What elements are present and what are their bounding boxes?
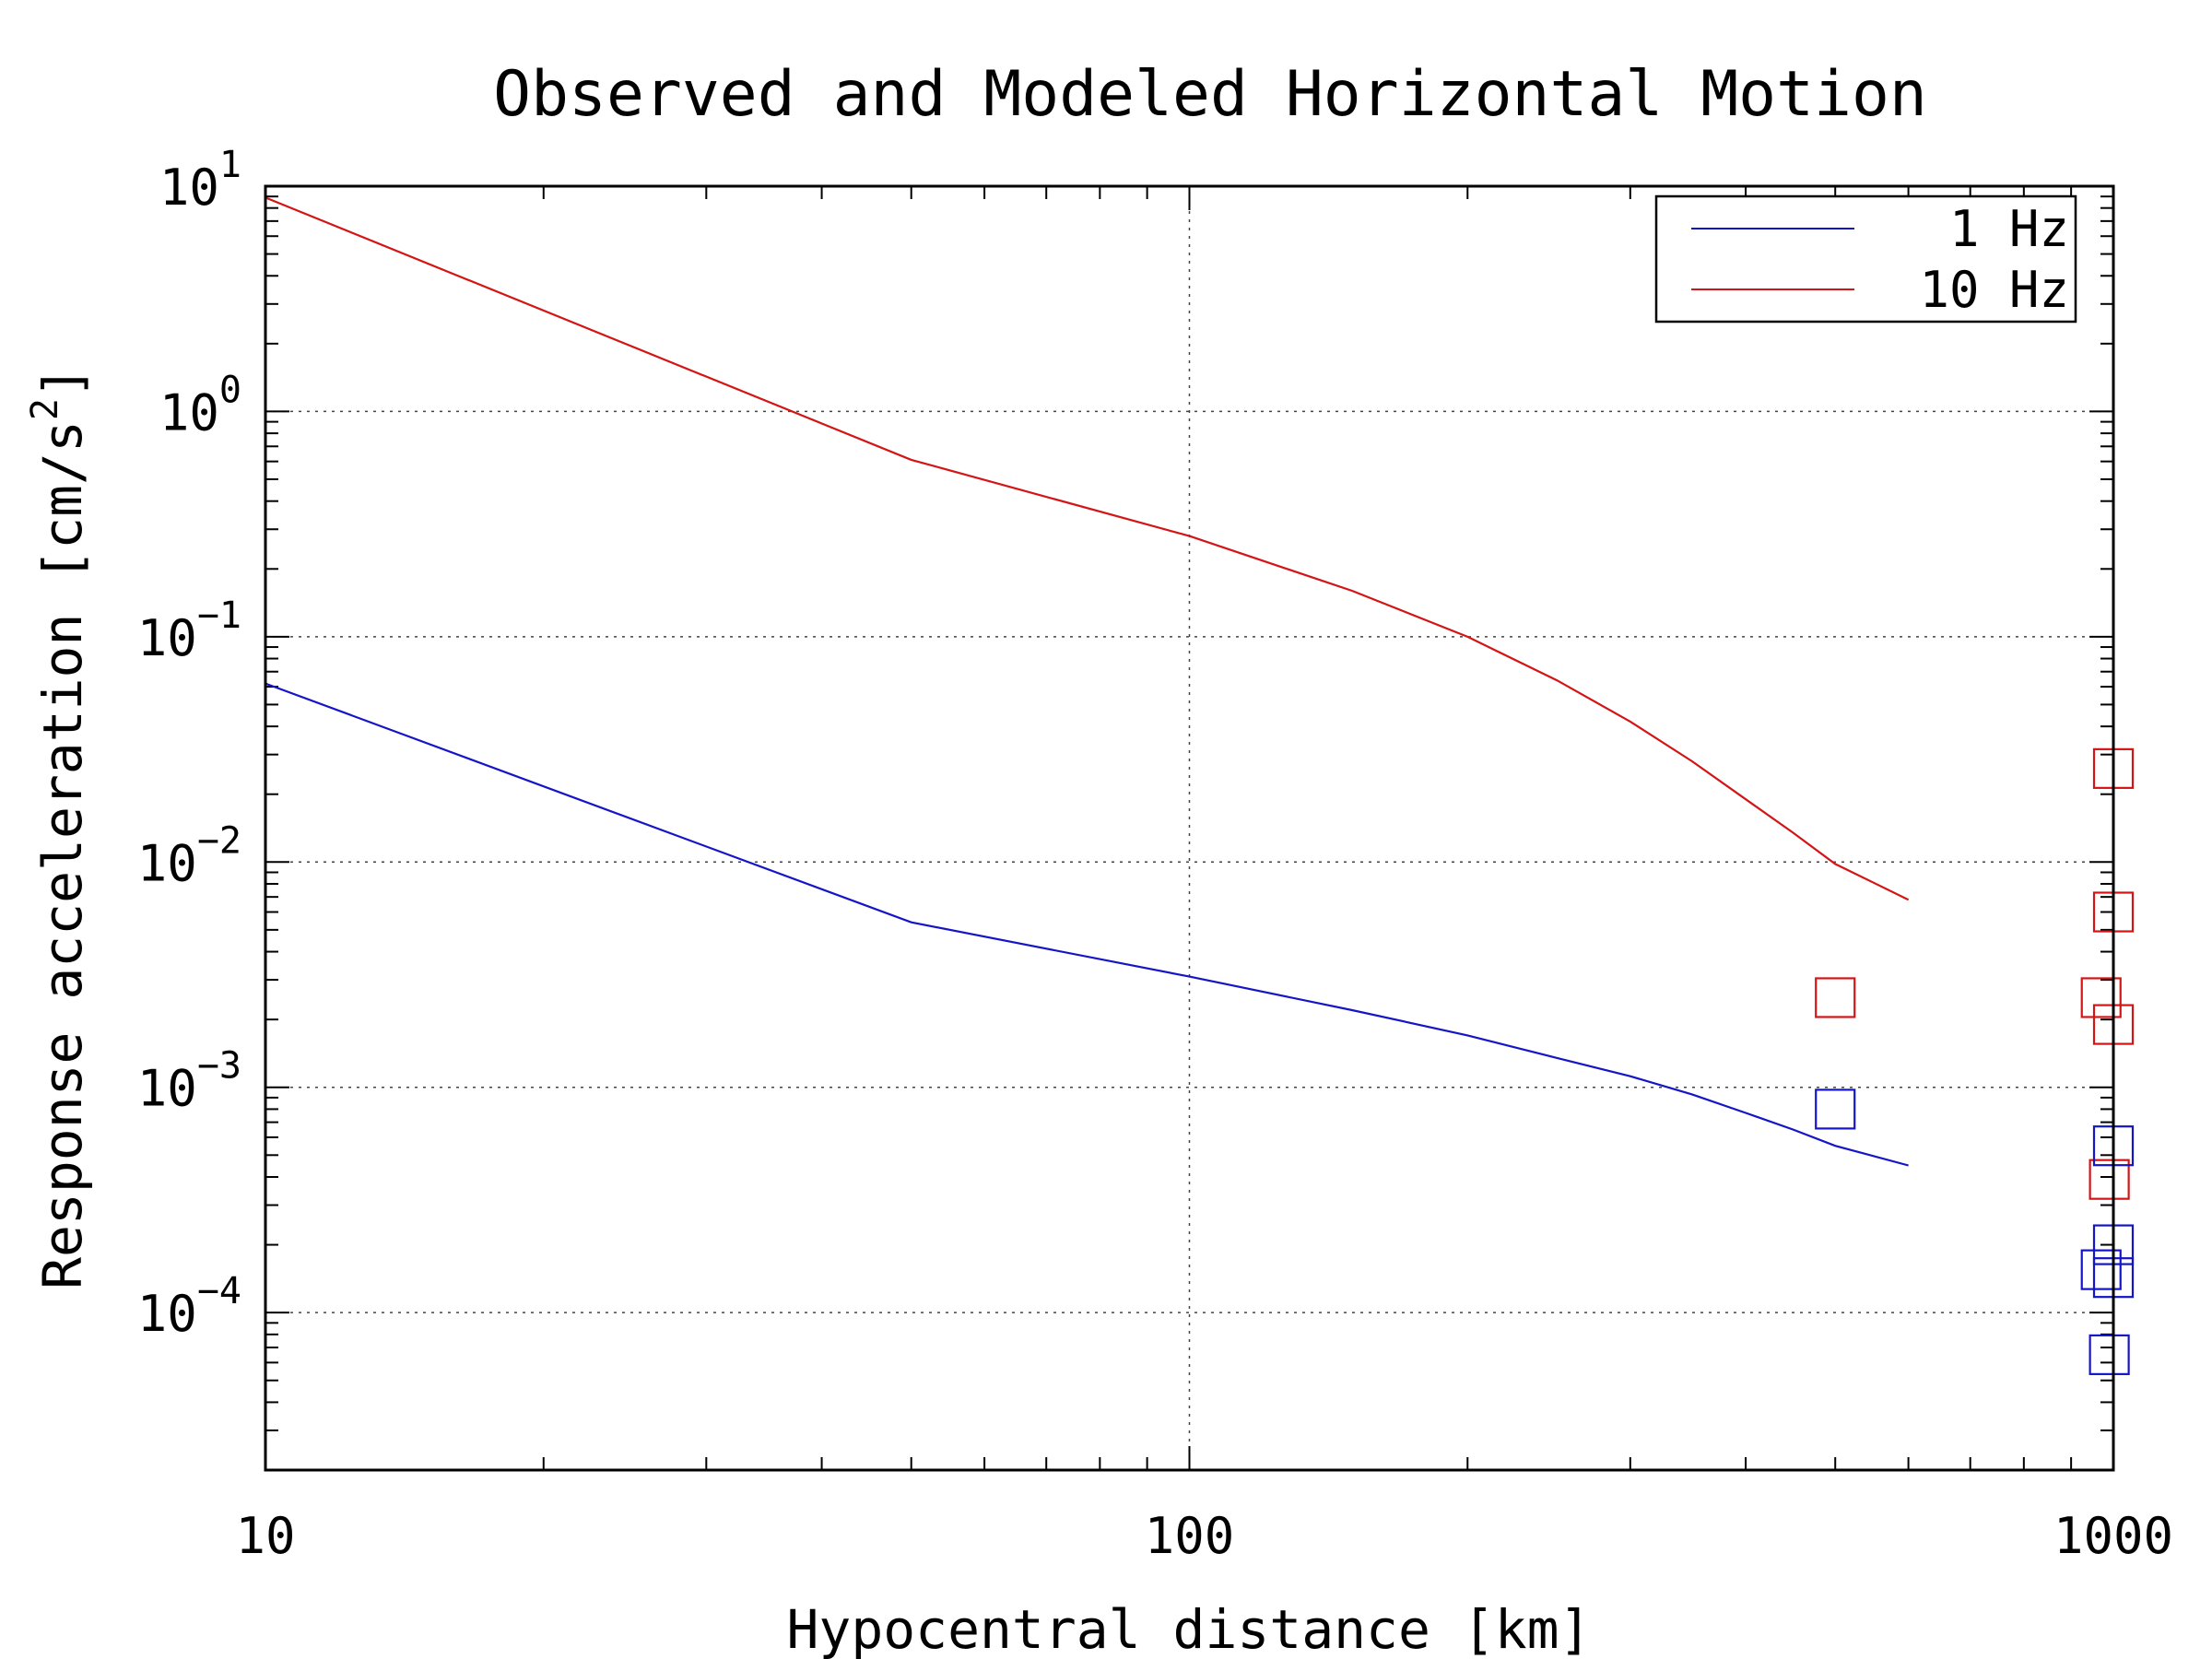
y-tick-label: 101	[159, 144, 241, 217]
y-axis-label-superscript: 2	[24, 398, 66, 420]
grid	[265, 185, 2113, 1470]
y-tick-label: 10−1	[137, 594, 241, 667]
x-tick-label: 1000	[2053, 1507, 2173, 1565]
series-line-1hz	[265, 682, 1909, 1167]
observation-marker-10hz	[2088, 1159, 2130, 1200]
y-tick-exponent: −2	[197, 819, 241, 862]
y-tick-label: 10−3	[137, 1045, 241, 1118]
legend-box	[1654, 194, 2077, 324]
y-tick-label: 10−4	[137, 1270, 241, 1343]
legend: 1 Hz 10 Hz	[1654, 194, 2077, 324]
y-tick-base: 10	[137, 609, 197, 667]
legend-label-10hz: 10 Hz	[1919, 261, 2069, 319]
y-axis-label-main: Response acceleration [cm/s	[31, 420, 94, 1289]
chart-title: Observed and Modeled Horizontal Motion	[493, 58, 1927, 131]
y-tick-base: 10	[137, 1285, 197, 1343]
y-tick-label: 10−2	[137, 819, 241, 892]
y-tick-label: 100	[159, 369, 241, 441]
y-axis-label-end: ]	[31, 366, 94, 398]
x-tick-label: 100	[1145, 1507, 1235, 1565]
y-tick-exponent: 1	[219, 144, 241, 186]
observation-marker-10hz	[1815, 977, 1856, 1018]
y-tick-exponent: 0	[219, 369, 241, 411]
y-axis-label: Response acceleration [cm/s2]	[24, 366, 94, 1289]
y-tick-exponent: −1	[197, 594, 241, 637]
observation-marker-1hz	[2080, 1249, 2122, 1290]
observation-marker-1hz	[1815, 1088, 1856, 1130]
observation-marker-10hz	[2080, 977, 2122, 1018]
x-axis-label: Hypocentral distance [km]	[787, 1598, 1592, 1659]
series-line-10hz	[265, 196, 1910, 901]
x-tick-label: 10	[235, 1507, 295, 1565]
legend-label-1hz: 1 Hz	[1949, 200, 2069, 258]
plot-frame	[264, 184, 2115, 1472]
x-tick-labels: 10 100 1000	[235, 1507, 2173, 1565]
observation-marker-1hz	[2088, 1334, 2130, 1375]
y-tick-base: 10	[137, 1060, 197, 1118]
y-tick-base: 10	[159, 159, 219, 217]
y-tick-exponent: −3	[197, 1045, 241, 1088]
y-tick-base: 10	[159, 383, 219, 441]
y-tick-exponent: −4	[197, 1270, 241, 1312]
observation-markers	[1815, 747, 2135, 1375]
y-tick-base: 10	[137, 834, 197, 892]
series-lines	[265, 196, 1910, 1167]
